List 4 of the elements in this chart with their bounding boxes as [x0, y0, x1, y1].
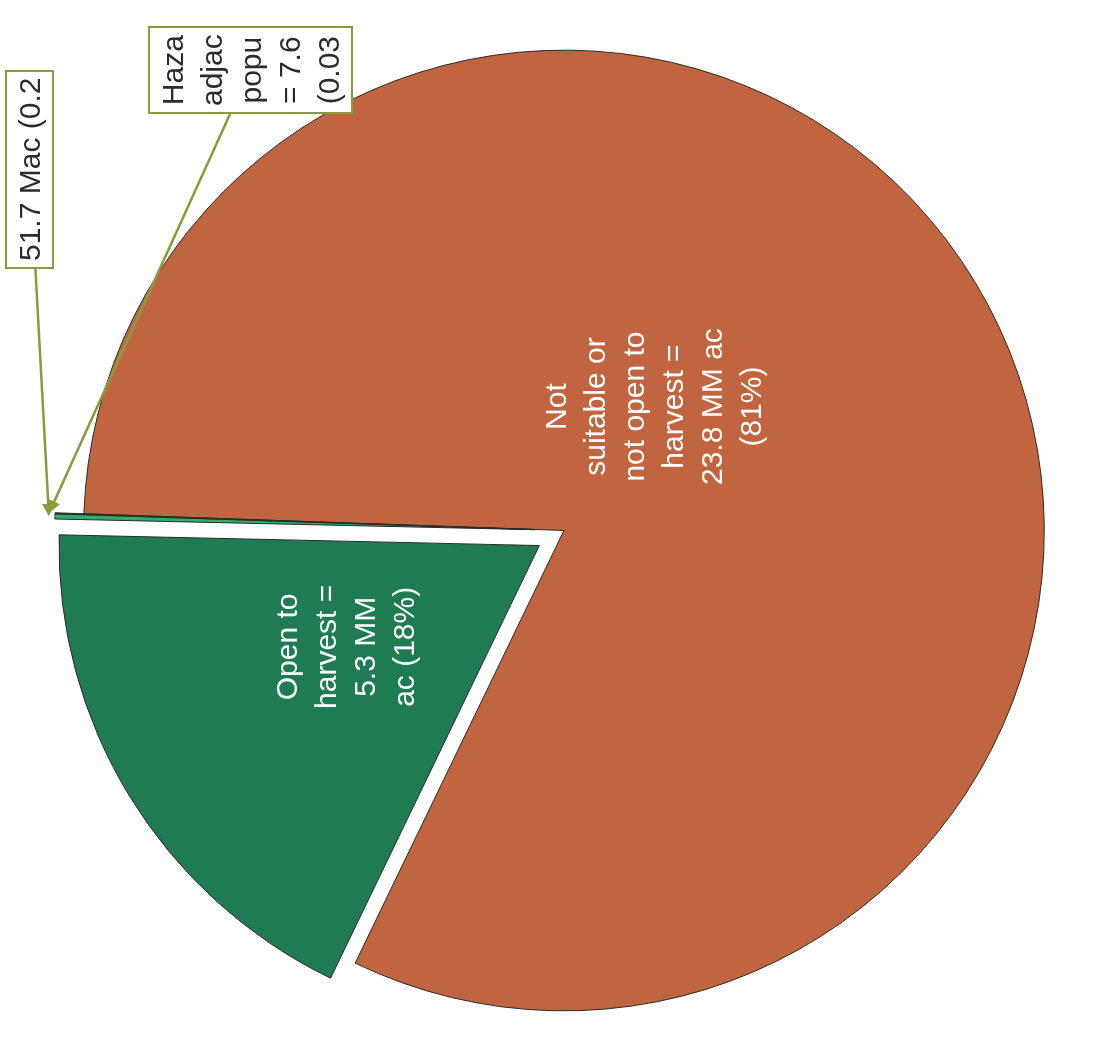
- slice-label: 51.7 Mac (0.2: [13, 77, 46, 261]
- slice-label: Not suitable or not open to harvest = 23.8 MM ac (81%): [539, 328, 768, 485]
- slice-label: Haza adjac popu = 7.6 (0.03: [156, 34, 345, 106]
- slice-label: Open to harvest = 5.3 MM ac (18%): [270, 584, 421, 709]
